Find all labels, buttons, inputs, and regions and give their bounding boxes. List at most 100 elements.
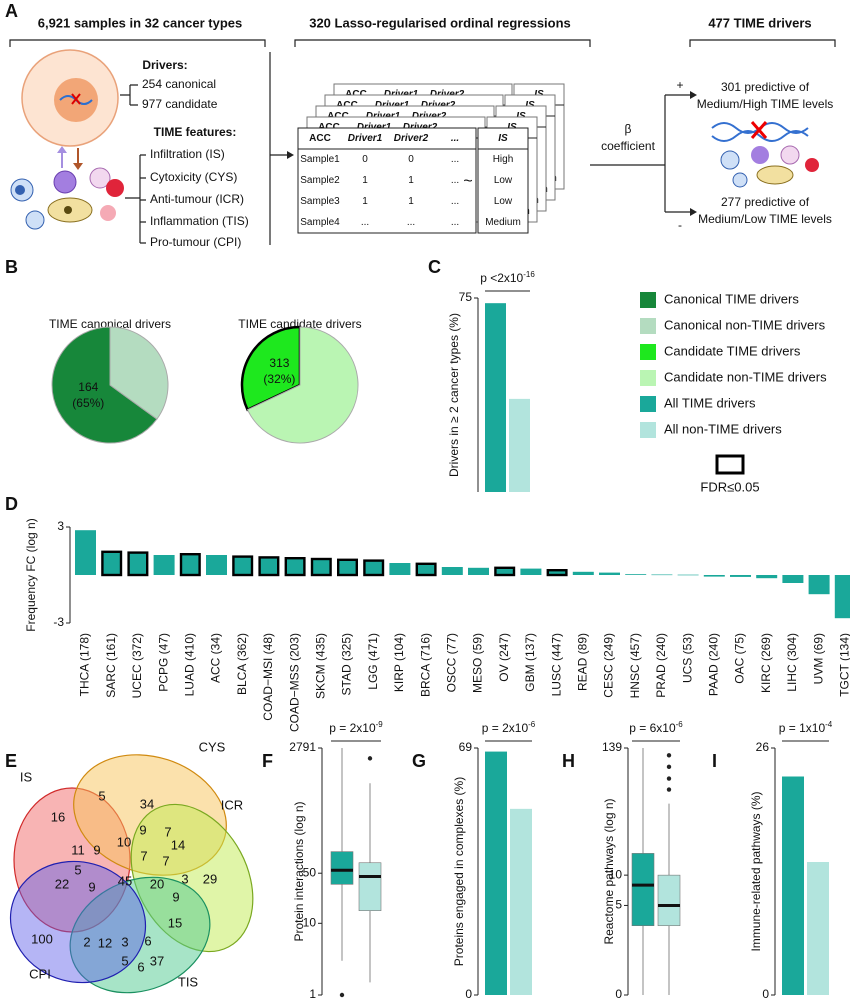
y-tick-label: 10 bbox=[303, 915, 317, 929]
bar bbox=[415, 562, 437, 577]
x-tick-label: THCA (178) bbox=[78, 633, 92, 696]
y-tick-label: 26 bbox=[756, 740, 770, 754]
table-header: ACC bbox=[309, 133, 331, 144]
fdr-label: FDR≤0.05 bbox=[700, 479, 759, 494]
box bbox=[330, 851, 354, 885]
outcome-cell: Low bbox=[494, 196, 513, 207]
venn-count: 29 bbox=[203, 871, 217, 886]
venn-count: 20 bbox=[150, 876, 164, 891]
data-table: ACC Driver1 Driver2... bbox=[297, 127, 477, 234]
panel-letter: G bbox=[412, 751, 426, 771]
panel-letter: D bbox=[5, 494, 18, 514]
bar bbox=[232, 555, 254, 577]
bar bbox=[756, 575, 778, 579]
pie-percent: (65%) bbox=[72, 396, 104, 410]
venn-count: 22 bbox=[55, 876, 69, 891]
x-tick-label: LUAD (410) bbox=[182, 633, 196, 696]
bar bbox=[651, 574, 673, 576]
table-header: ... bbox=[451, 133, 459, 144]
bar bbox=[782, 575, 804, 583]
venn-count: 9 bbox=[88, 879, 95, 894]
beta: coefficient bbox=[601, 139, 655, 153]
venn-count: 7 bbox=[162, 853, 169, 868]
venn-sets bbox=[9, 754, 254, 994]
box bbox=[358, 862, 382, 911]
drivers-title: Drivers: bbox=[142, 58, 187, 72]
bar bbox=[572, 571, 594, 575]
bar bbox=[101, 550, 123, 577]
bar bbox=[494, 566, 516, 577]
p-value: p = 1x10-4 bbox=[779, 720, 833, 736]
p-text: p = 2x10 bbox=[329, 721, 376, 735]
x-tick-label: SKCM (435) bbox=[313, 633, 327, 699]
table-cell: ... bbox=[451, 196, 459, 207]
table-cell: 1 bbox=[362, 175, 368, 186]
venn-count: 15 bbox=[168, 915, 182, 930]
driver-count: 977 candidate bbox=[142, 97, 218, 111]
p-exponent: -6 bbox=[528, 720, 536, 729]
venn-count: 3 bbox=[121, 934, 128, 949]
x-tick-label: READ (89) bbox=[575, 633, 589, 691]
section-header: 6,921 samples in 32 cancer types bbox=[38, 15, 243, 30]
y-axis-label: Protein interactions (log n) bbox=[292, 801, 306, 941]
feature: Anti-tumour (ICR) bbox=[150, 192, 244, 206]
x-tick-label: HNSC (457) bbox=[628, 633, 642, 698]
x-tick-label: COAD−MSS (203) bbox=[287, 633, 301, 732]
sign: + bbox=[676, 78, 683, 92]
y-axis-label: Frequency FC (log n) bbox=[24, 518, 38, 631]
x-tick-label: MESO (59) bbox=[471, 633, 485, 693]
section-header: 477 TIME drivers bbox=[708, 15, 811, 30]
legend-swatch bbox=[640, 396, 656, 412]
x-tick-label: BRCA (716) bbox=[418, 633, 432, 697]
pie-slice bbox=[109, 326, 169, 420]
x-tick-label: LIHC (304) bbox=[785, 633, 799, 692]
outlier bbox=[666, 787, 672, 792]
legend-label: All non-TIME drivers bbox=[664, 421, 782, 436]
x-tick-label: OAC (75) bbox=[733, 633, 747, 684]
venn-count: 5 bbox=[98, 788, 105, 803]
table-cell: Sample2 bbox=[300, 175, 340, 186]
panel-letter: C bbox=[428, 257, 441, 277]
venn-count: 11 bbox=[71, 842, 85, 857]
table-cell: ... bbox=[451, 217, 459, 228]
x-tick-label: UCEC (372) bbox=[130, 633, 144, 698]
venn-count: 34 bbox=[140, 796, 154, 811]
bar bbox=[520, 568, 542, 575]
x-tick-label: KIRP (104) bbox=[392, 633, 406, 692]
outcome-cell: Medium bbox=[485, 217, 521, 228]
x-tick-label: BLCA (362) bbox=[235, 633, 249, 695]
x-tick-label: OSCC (77) bbox=[444, 633, 458, 692]
bar bbox=[468, 567, 489, 575]
table-cell: 0 bbox=[408, 154, 414, 165]
venn-count: 5 bbox=[121, 953, 128, 968]
outcome-cell: Low bbox=[494, 175, 513, 186]
bar bbox=[834, 575, 850, 619]
p-value: p = 2x10-6 bbox=[482, 720, 536, 736]
legend-label: Candidate TIME drivers bbox=[664, 343, 801, 358]
legend-swatch bbox=[640, 422, 656, 438]
venn-count: 10 bbox=[117, 834, 131, 849]
bar bbox=[75, 530, 96, 575]
p-text: p = 6x10 bbox=[629, 721, 676, 735]
y-tick-label: 139 bbox=[602, 740, 622, 754]
panel-a-illustration bbox=[9, 39, 836, 245]
x-tick-label: PAAD (240) bbox=[706, 633, 720, 696]
x-tick-label: LUSC (447) bbox=[549, 633, 563, 696]
venn-count: 45 bbox=[118, 873, 132, 888]
bar bbox=[389, 563, 411, 575]
table-cell: 0 bbox=[362, 154, 368, 165]
bar bbox=[310, 557, 332, 577]
outlier bbox=[666, 764, 672, 770]
p-text: p = 1x10 bbox=[779, 721, 826, 735]
p-exponent: -16 bbox=[523, 270, 535, 279]
venn-count: 12 bbox=[98, 935, 112, 950]
table-cell: Sample1 bbox=[300, 154, 340, 165]
bar bbox=[625, 574, 647, 575]
panel-letter: B bbox=[5, 257, 18, 277]
section-header: 320 Lasso-regularised ordinal regression… bbox=[309, 15, 571, 30]
bar bbox=[703, 575, 725, 577]
feature: Inflammation (TIS) bbox=[150, 214, 249, 228]
legend-label: Canonical non-TIME drivers bbox=[664, 317, 826, 332]
y-tick-label: 5 bbox=[615, 898, 622, 912]
